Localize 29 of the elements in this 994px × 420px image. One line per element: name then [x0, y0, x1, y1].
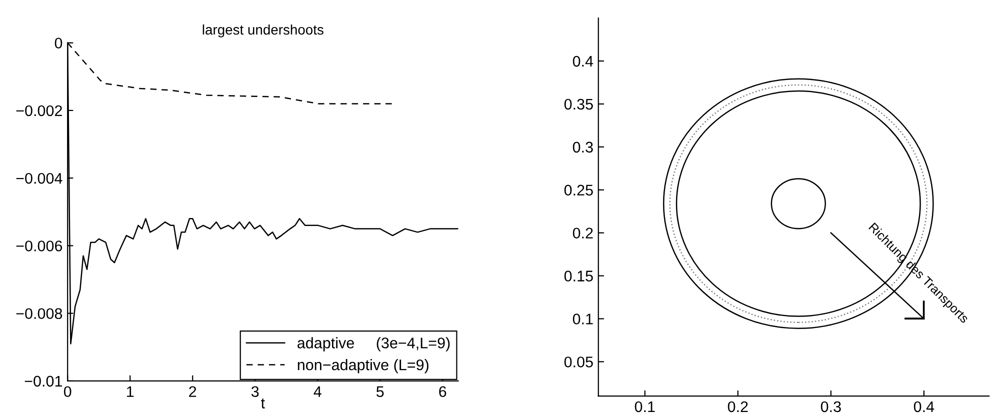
x-tick-label: 3	[251, 386, 259, 398]
legend-label: adaptive (3e−4,L=9)	[298, 337, 450, 352]
x-tick-label: 0.1	[634, 401, 655, 412]
y-tick-label: −0.01	[24, 376, 62, 387]
x-tick-label: 1	[127, 386, 134, 397]
legend-label: non−adaptive (L=9)	[298, 359, 428, 374]
y-tick-label: 0.35	[564, 98, 593, 110]
y-tick-label: 0.15	[564, 270, 593, 282]
x-tick-label: 5	[376, 386, 384, 398]
y-tick-label: 0.05	[564, 356, 593, 368]
x-tick-label: 6	[439, 386, 446, 398]
y-tick-label: 0	[54, 38, 62, 49]
x-tick-label: 2	[189, 386, 196, 397]
y-tick-label: −0.008	[16, 308, 62, 320]
x-tick-label: 4	[314, 386, 322, 397]
y-tick-label: −0.006	[16, 240, 62, 252]
y-tick-label: −0.002	[16, 105, 62, 116]
y-tick-label: 0.25	[564, 184, 593, 196]
y-tick-label: −0.004	[16, 172, 62, 184]
x-tick-label: 0	[64, 386, 72, 398]
y-tick-label: 0.1	[572, 314, 593, 324]
y-tick-label: 0.4	[572, 56, 594, 67]
x-tick-label: 0.4	[914, 401, 934, 412]
x-axis-title: t	[261, 398, 265, 408]
y-tick-label: 0.2	[572, 228, 593, 239]
y-tick-label: 0.3	[572, 142, 593, 153]
x-tick-label: 0.3	[820, 401, 841, 412]
x-tick-label: 0.2	[728, 401, 748, 412]
chart-title: largest undershoots	[202, 24, 324, 38]
